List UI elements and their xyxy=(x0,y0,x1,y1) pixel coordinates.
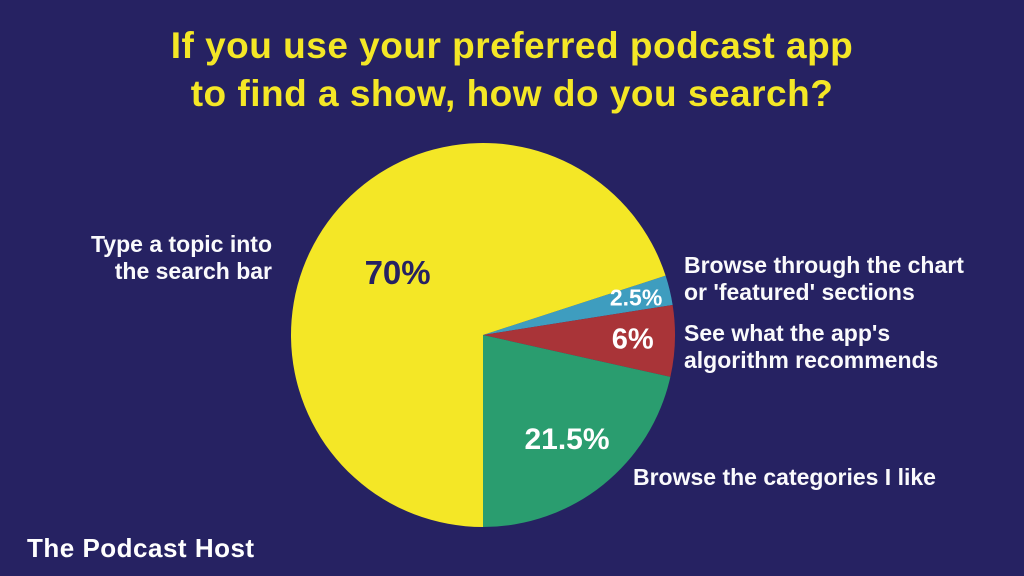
podcast-host-logo: The Podcast Host xyxy=(27,533,255,563)
pie-percent-label-search: 70% xyxy=(364,253,431,291)
pie-percent-label-charts: 2.5% xyxy=(609,284,663,311)
slice-label-charts-featured: Browse through the chart or 'featured' s… xyxy=(684,252,964,305)
slice-label-categories: Browse the categories I like xyxy=(633,464,936,490)
slice-label-algorithm: See what the app's algorithm recommends xyxy=(684,320,939,373)
chart-title-line1: If you use your preferred podcast app xyxy=(170,25,854,66)
chart-title: If you use your preferred podcast app to… xyxy=(0,22,1024,118)
pie-percent-label-algorithm: 6% xyxy=(611,323,654,356)
slice-label-search-bar: Type a topic into the search bar xyxy=(90,231,272,284)
chart-title-line2: to find a show, how do you search? xyxy=(190,73,834,114)
pie-slice-2 xyxy=(483,335,671,527)
pie-slice-0 xyxy=(483,275,673,335)
pie-slice-1 xyxy=(483,304,676,377)
pie-percent-label-categories: 21.5% xyxy=(524,422,610,456)
pie-slice-3 xyxy=(290,143,666,528)
